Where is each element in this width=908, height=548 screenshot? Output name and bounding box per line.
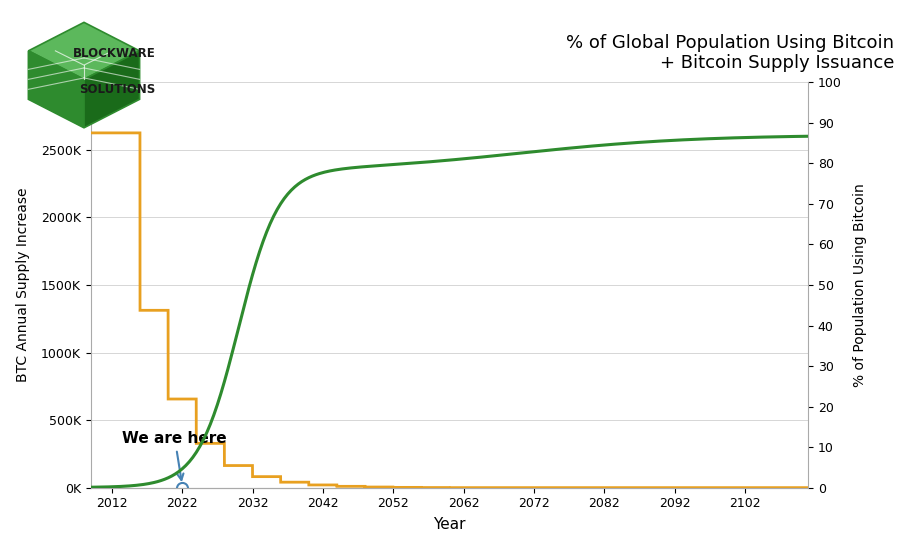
- Polygon shape: [28, 51, 84, 128]
- Text: BLOCKWARE: BLOCKWARE: [73, 47, 155, 60]
- Text: % of Global Population Using Bitcoin
+ Bitcoin Supply Issuance: % of Global Population Using Bitcoin + B…: [567, 33, 894, 72]
- Text: We are here: We are here: [123, 431, 227, 480]
- Text: SOLUTIONS: SOLUTIONS: [79, 83, 155, 96]
- Y-axis label: BTC Annual Supply Increase: BTC Annual Supply Increase: [16, 188, 30, 382]
- Polygon shape: [28, 22, 140, 79]
- Polygon shape: [84, 51, 140, 128]
- Y-axis label: % of Population Using Bitcoin: % of Population Using Bitcoin: [853, 183, 867, 387]
- X-axis label: Year: Year: [433, 517, 466, 533]
